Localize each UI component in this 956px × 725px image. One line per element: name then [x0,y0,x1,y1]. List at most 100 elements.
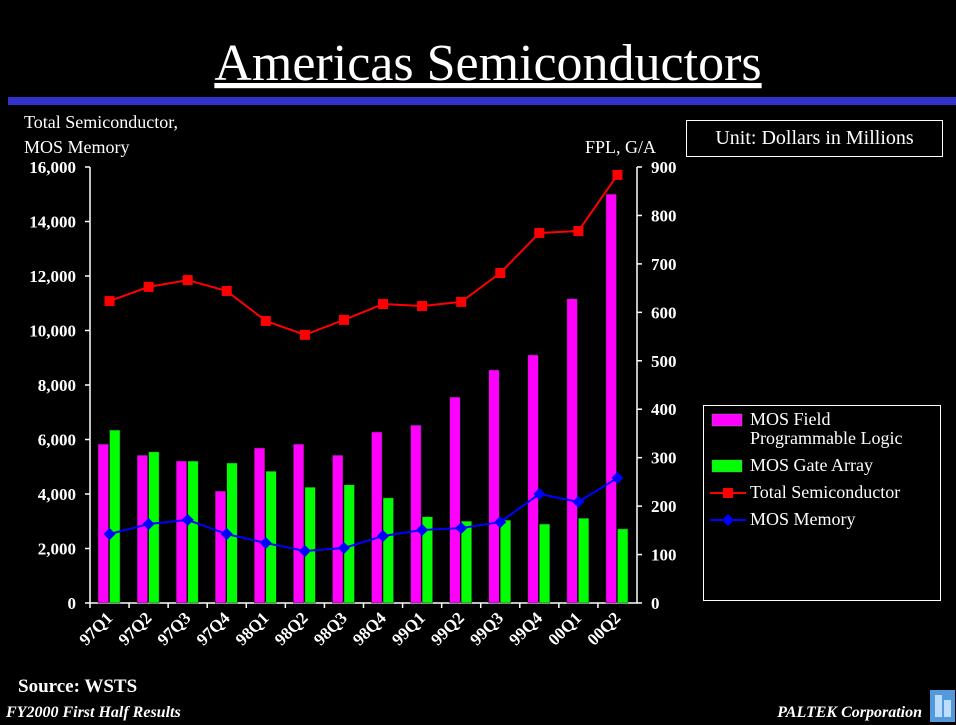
swatch [722,514,734,526]
legend-label: MOS Gate Array [750,455,873,475]
x-tick-label: 99Q2 [427,608,468,649]
bar [332,454,344,604]
bar [500,519,511,604]
marker [221,285,232,296]
y2-tick-label: 600 [651,303,677,322]
x-tick-label: 98Q2 [271,608,312,649]
marker [573,226,584,237]
bar [136,454,148,604]
marker [455,522,468,535]
legend-item: MOS Memory [710,510,934,529]
y2-tick-label: 800 [651,206,677,225]
marker [377,529,390,542]
marker [572,495,585,508]
legend-item: Total Semiconductor [710,483,934,502]
marker [417,300,428,311]
marker [456,296,467,307]
marker [533,488,546,500]
y-tick-label: 2,000 [38,540,76,559]
bar [449,396,461,604]
x-tick-label: 97Q4 [193,608,234,649]
bar [265,470,277,604]
marker [182,275,193,286]
bar [488,369,500,604]
y-axis-label: MOS Memory [24,137,130,157]
bar [578,517,590,604]
bar [293,443,305,604]
marker [142,517,155,530]
marker [299,329,310,340]
bar [566,298,578,604]
legend-item: MOS Gate Array [710,456,934,475]
legend-label: MOS Memory [750,509,856,529]
bar [382,497,394,604]
bar [605,193,617,604]
y2-tick-label: 100 [651,546,677,565]
legend-swatch [711,413,743,427]
marker [259,537,272,550]
y2-tick-label: 700 [651,255,677,274]
x-tick-label: 98Q3 [310,608,351,649]
y-tick-label: 16,000 [29,158,76,177]
y2-tick-label: 400 [651,400,677,419]
marker [103,528,116,541]
x-tick-label: 99Q3 [466,608,507,649]
y-tick-label: 14,000 [29,213,76,232]
bar [410,424,422,604]
bar [175,460,187,604]
marker [338,314,349,325]
x-tick-label: 97Q2 [115,608,156,649]
y-tick-label: 0 [68,594,77,613]
marker [181,513,194,526]
bar [109,429,121,604]
x-tick-label: 99Q1 [388,608,429,649]
x-tick-label: 98Q4 [349,608,390,649]
line [109,174,619,336]
y2-axis-label: FPL, G/A [585,137,656,157]
y2-tick-label: 300 [651,449,677,468]
marker [534,227,545,238]
legend-swatch [710,488,746,498]
line [109,477,618,552]
bar [304,486,316,604]
footer-right: PALTEK Corporation [776,704,922,721]
marker [143,281,154,292]
swatch [711,413,743,427]
bar [527,354,539,604]
x-tick-label: 00Q2 [583,608,624,649]
x-tick-label: 00Q1 [544,608,585,649]
bar [371,431,383,604]
swatch [711,459,743,473]
marker [495,268,506,279]
y-tick-label: 10,000 [29,322,76,341]
y-tick-label: 8,000 [38,376,76,395]
y2-tick-label: 500 [651,352,677,371]
footer-left: FY2000 First Half Results [5,704,181,721]
legend: MOS Field Programmable Logic MOS Gate Arr… [703,405,941,601]
marker [220,528,233,541]
marker [298,544,311,557]
marker [337,541,350,554]
x-tick-label: 98Q1 [232,608,273,649]
x-tick-label: 97Q1 [76,608,117,649]
marker [260,315,271,326]
legend-item: MOS Field Programmable Logic [710,410,934,448]
unit-note: Unit: Dollars in Millions [686,120,943,157]
logo [930,690,955,722]
bar [187,460,199,604]
bar [421,516,433,604]
y2-tick-label: 900 [651,158,677,177]
chart-title: Americas Semiconductors [214,35,761,92]
marker [104,296,115,307]
bar [460,520,472,604]
bar [97,443,109,604]
y-tick-label: 4,000 [38,485,76,504]
y2-tick-label: 200 [651,497,677,516]
y-tick-label: 12,000 [29,267,76,286]
y2-tick-label: 0 [651,594,660,613]
marker [611,471,624,484]
y-tick-label: 6,000 [38,431,76,450]
legend-swatch [710,514,746,526]
